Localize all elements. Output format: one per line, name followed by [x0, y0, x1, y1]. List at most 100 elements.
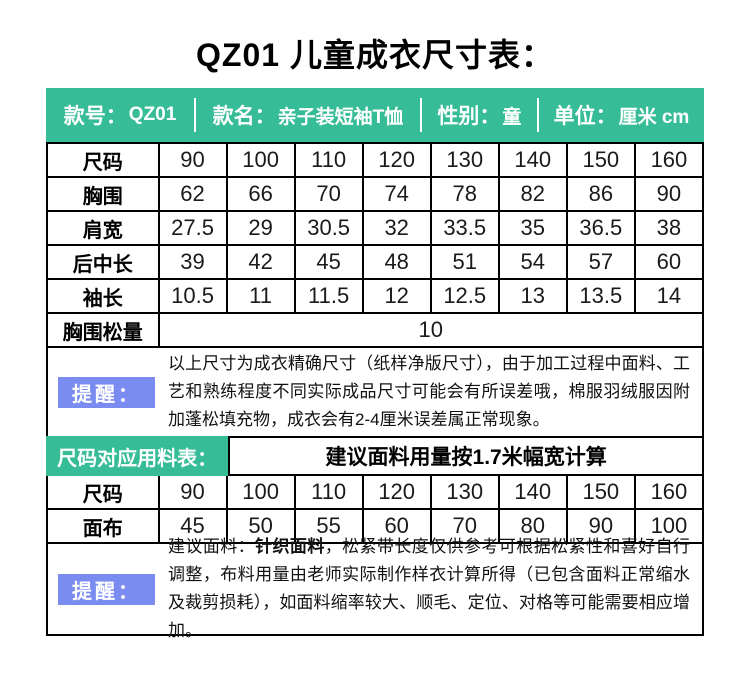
- reminder-box-1: 提醒： 以上尺寸为成衣精确尺寸（纸样净版尺寸），由于加工过程中面料、工艺和熟练程…: [46, 346, 704, 438]
- size-cell: 60: [633, 244, 705, 280]
- row-label: 肩宽: [46, 210, 160, 246]
- reminder2-rest: ，松紧带长度仅供参考可根据松紧性和喜好自行调整，布料用量由老师实际制作样衣计算所…: [168, 537, 691, 640]
- size-chart-sheet: 款号： QZ01 款名： 亲子装短袖T恤 性别：童 单位： 厘米 cm 尺码 90 1…: [46, 88, 705, 640]
- gender-label: 性别：: [437, 105, 501, 128]
- header-divider: [536, 98, 539, 132]
- row-label: 胸围: [46, 176, 160, 212]
- style-name-label: 款名：: [212, 105, 276, 128]
- size-cell: 45: [293, 244, 364, 280]
- row-label: 尺码: [46, 142, 160, 178]
- size-cell: 14: [633, 278, 705, 314]
- size-cell: 39: [157, 244, 228, 280]
- reminder-text: 以上尺寸为成衣精确尺寸（纸样净版尺寸），由于加工过程中面料、工艺和熟练程度不同实…: [168, 354, 690, 429]
- fabric-cell: 60: [361, 508, 432, 544]
- fabric-usage-title: 尺码对应用料表：: [46, 436, 229, 476]
- size-table: 尺码 90 100 110 120 130 140 150 160 胸围 62 …: [46, 142, 705, 348]
- fabric-cell: 150: [565, 474, 636, 510]
- fabric-cell: 120: [361, 474, 432, 510]
- style-number-value: QZ01: [128, 104, 177, 125]
- size-cell: 120: [361, 142, 432, 178]
- row-label: 后中长: [46, 244, 160, 280]
- size-cell: 48: [361, 244, 432, 280]
- style-name-value: 亲子装短袖T恤: [277, 106, 404, 128]
- style-number-label: 款号：: [63, 105, 127, 128]
- size-cell: 12: [361, 278, 432, 314]
- size-cell: 130: [429, 142, 500, 178]
- size-cell: 62: [157, 176, 228, 212]
- page-title: QZ01 儿童成衣尺寸表：: [196, 37, 554, 73]
- size-cell: 12.5: [429, 278, 500, 314]
- size-cell: 150: [565, 142, 636, 178]
- row-label: 袖长: [46, 278, 160, 314]
- size-cell: 66: [225, 176, 296, 212]
- size-cell: 110: [293, 142, 364, 178]
- size-cell: 82: [497, 176, 568, 212]
- chest-ease-value: 10: [157, 312, 705, 348]
- fabric-cell: 70: [429, 508, 500, 544]
- size-cell: 160: [633, 142, 705, 178]
- fabric-cell: 160: [633, 474, 705, 510]
- fabric-cell: 130: [429, 474, 500, 510]
- size-cell: 38: [633, 210, 705, 246]
- size-cell: 74: [361, 176, 432, 212]
- size-cell: 78: [429, 176, 500, 212]
- fabric-cell: 55: [293, 508, 364, 544]
- size-cell: 35: [497, 210, 568, 246]
- size-cell: 36.5: [565, 210, 636, 246]
- size-cell: 86: [565, 176, 636, 212]
- size-cell: 42: [225, 244, 296, 280]
- row-label: 胸围松量: [46, 312, 160, 348]
- info-style-name: 款名： 亲子装短袖T恤: [196, 88, 420, 142]
- size-cell: 11: [225, 278, 296, 314]
- size-cell: 10.5: [157, 278, 228, 314]
- unit-value: 厘米 cm: [618, 106, 690, 128]
- reminder-tag: 提醒：: [58, 376, 155, 408]
- header-divider: [194, 98, 197, 132]
- size-cell: 70: [293, 176, 364, 212]
- table-row: 后中长 39 42 45 48 51 54 57 60: [46, 244, 705, 280]
- reminder-box-2: 提醒： 建议面料：针织面料，松紧带长度仅供参考可根据松紧性和喜好自行调整，布料用…: [46, 537, 704, 640]
- unit-label: 单位：: [553, 105, 617, 128]
- size-cell: 90: [633, 176, 705, 212]
- gender-value: 童: [502, 106, 522, 128]
- size-cell: 29: [225, 210, 296, 246]
- row-label: 面布: [46, 508, 160, 544]
- fabric-cell: 110: [293, 474, 364, 510]
- table-row: 肩宽 27.5 29 30.5 32 33.5 35 36.5 38: [46, 210, 705, 246]
- row-label: 尺码: [46, 474, 160, 510]
- reminder-tag: 提醒：: [58, 573, 155, 605]
- fabric-cell: 80: [497, 508, 568, 544]
- size-cell: 100: [225, 142, 296, 178]
- info-unit: 单位： 厘米 cm: [539, 88, 704, 142]
- fabric-usage-header: 尺码对应用料表： 建议面料用量按1.7米幅宽计算: [46, 436, 704, 476]
- fabric-cell: 100: [225, 474, 296, 510]
- size-cell: 33.5: [429, 210, 500, 246]
- fabric-usage-note: 建议面料用量按1.7米幅宽计算: [228, 436, 704, 476]
- table-row: 尺码 90 100 110 120 130 140 150 160: [46, 142, 705, 178]
- fabric-cell: 90: [565, 508, 636, 544]
- fabric-cell: 140: [497, 474, 568, 510]
- table-row-chest-ease: 胸围松量 10: [46, 312, 705, 348]
- size-cell: 51: [429, 244, 500, 280]
- fabric-cell: 90: [157, 474, 228, 510]
- size-cell: 27.5: [157, 210, 228, 246]
- table-row: 尺码 90 100 110 120 130 140 150 160: [46, 474, 705, 510]
- table-row: 袖长 10.5 11 11.5 12 12.5 13 13.5 14: [46, 278, 705, 314]
- info-style-number: 款号： QZ01: [46, 88, 194, 142]
- header-divider: [419, 98, 422, 132]
- size-cell: 30.5: [293, 210, 364, 246]
- size-cell: 11.5: [293, 278, 364, 314]
- reminder-text: 建议面料：针织面料，松紧带长度仅供参考可根据松紧性和喜好自行调整，布料用量由老师…: [168, 533, 690, 645]
- info-gender: 性别：童: [422, 88, 537, 142]
- size-cell: 90: [157, 142, 228, 178]
- size-cell: 13: [497, 278, 568, 314]
- size-cell: 54: [497, 244, 568, 280]
- fabric-cell: 45: [157, 508, 228, 544]
- info-header: 款号： QZ01 款名： 亲子装短袖T恤 性别：童 单位： 厘米 cm: [46, 88, 704, 142]
- size-cell: 13.5: [565, 278, 636, 314]
- size-cell: 57: [565, 244, 636, 280]
- reminder2-prefix: 建议面料：: [168, 537, 256, 556]
- size-cell: 32: [361, 210, 432, 246]
- size-cell: 140: [497, 142, 568, 178]
- table-row: 胸围 62 66 70 74 78 82 86 90: [46, 176, 705, 212]
